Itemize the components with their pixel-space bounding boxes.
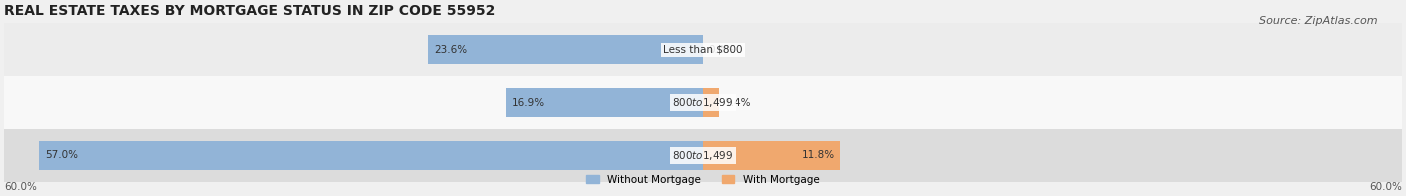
Text: 11.8%: 11.8% [801, 151, 835, 161]
Bar [703, 88, 720, 117]
Bar [39, 141, 703, 170]
Bar [4, 24, 1402, 76]
Bar [703, 141, 841, 170]
Bar [506, 88, 703, 117]
Text: 0.0%: 0.0% [709, 45, 735, 55]
Legend: Without Mortgage, With Mortgage: Without Mortgage, With Mortgage [586, 175, 820, 185]
Text: 60.0%: 60.0% [4, 182, 37, 192]
Text: $800 to $1,499: $800 to $1,499 [672, 96, 734, 109]
Text: Source: ZipAtlas.com: Source: ZipAtlas.com [1260, 16, 1378, 26]
Text: 60.0%: 60.0% [1369, 182, 1402, 192]
Bar [4, 129, 1402, 182]
Text: $800 to $1,499: $800 to $1,499 [672, 149, 734, 162]
Text: 57.0%: 57.0% [45, 151, 77, 161]
Text: 1.4%: 1.4% [725, 98, 752, 108]
Bar [427, 35, 703, 64]
Bar [4, 76, 1402, 129]
Text: Less than $800: Less than $800 [664, 45, 742, 55]
Text: 16.9%: 16.9% [512, 98, 546, 108]
Text: 23.6%: 23.6% [434, 45, 467, 55]
Text: REAL ESTATE TAXES BY MORTGAGE STATUS IN ZIP CODE 55952: REAL ESTATE TAXES BY MORTGAGE STATUS IN … [4, 4, 495, 18]
